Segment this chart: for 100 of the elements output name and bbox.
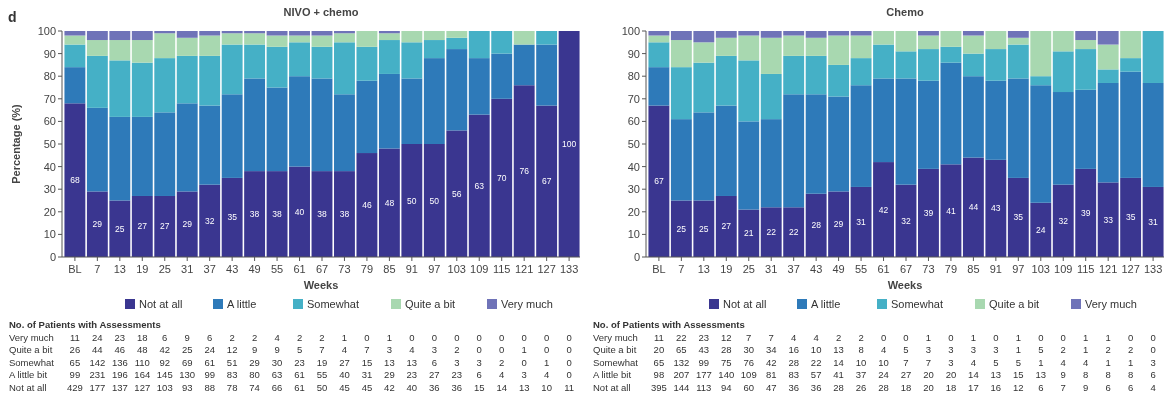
bar (558, 31, 580, 257)
data-label: 44 (968, 202, 979, 213)
data-label: 29 (182, 219, 193, 230)
x-tick-label: 61 (877, 263, 890, 275)
data-label: 38 (317, 209, 327, 220)
x-tick-label: 127 (537, 263, 556, 275)
x-tick-label: 31 (765, 263, 778, 275)
x-tick-label: 37 (203, 263, 216, 275)
data-label: 35 (1013, 212, 1024, 223)
x-tick-label: 43 (810, 263, 823, 275)
data-label: 32 (204, 215, 215, 226)
bar (311, 31, 333, 36)
x-tick-label: 91 (989, 263, 1002, 275)
bar (64, 31, 86, 36)
text: Quite a bit 20 65 43 28 30 34 16 10 13 8 4 5 3 3 3 3 1 5 2 1 2 2 0 (593, 344, 1156, 356)
bar (648, 105, 670, 257)
text: Not at all 429 177 137 127 103 93 88 78 74 66 61 50 45 45 42 40 36 36 15 14 13 10 11 (9, 381, 575, 393)
bar (895, 51, 917, 79)
x-tick-label: 19 (136, 263, 149, 275)
text: A little bit 99 231 196 164 145 130 99 83 80 63 61 55 40 31 29 23 27 23 6 4 3 4 0 (9, 369, 572, 381)
bar (648, 42, 670, 68)
x-tick-label: BL (652, 263, 666, 275)
bar (1142, 186, 1164, 257)
y-tick-label: 60 (627, 115, 640, 128)
y-tick-label: 100 (621, 25, 640, 37)
x-tick-label: 109 (1054, 263, 1073, 275)
data-label: 27 (721, 221, 732, 232)
data-label: 27 (137, 221, 148, 232)
bar (895, 31, 917, 52)
chart-title: Chemo (886, 6, 924, 18)
text: No. of Patients with Assessments (593, 319, 745, 330)
y-tick-label: 80 (627, 70, 640, 83)
bar (648, 67, 670, 106)
data-label: 68 (70, 175, 80, 186)
x-tick-label: 73 (338, 263, 351, 275)
x-tick-label: 85 (383, 263, 396, 275)
bar (648, 31, 670, 36)
x-tick-label: 67 (315, 263, 329, 275)
data-label: 33 (1103, 214, 1114, 225)
x-tick-label: 7 (678, 263, 685, 275)
chart-title: NIVO + chemo (283, 6, 359, 18)
y-tick-label: 40 (43, 160, 56, 173)
y-tick-label: 0 (633, 251, 640, 263)
x-tick-label: 7 (94, 263, 101, 275)
legend-label: Very much (1085, 298, 1137, 310)
x-tick-label: 67 (899, 263, 913, 275)
bar (64, 103, 86, 257)
bar (64, 35, 86, 45)
x-tick-label: 73 (922, 263, 935, 275)
bar (1142, 31, 1164, 83)
text: Somewhat 65 132 99 75 76 42 28 22 14 10 10 7 7 3 4 5 5 1 4 4 1 1 3 (593, 356, 1156, 368)
y-tick-label: 10 (43, 228, 56, 241)
y-tick-label: 50 (43, 138, 56, 150)
data-label: 24 (1036, 224, 1046, 235)
data-label: 43 (991, 203, 1001, 214)
y-tick-label: 30 (627, 183, 640, 196)
bar (64, 44, 86, 68)
y-tick-label: 40 (627, 160, 640, 173)
y-tick-label: 50 (627, 138, 640, 150)
y-tick-label: 30 (43, 183, 56, 196)
x-tick-label: 55 (270, 263, 284, 275)
bar (64, 67, 86, 104)
data-label: 100 (562, 139, 577, 149)
bar (918, 31, 939, 36)
bar (850, 31, 872, 36)
legend-label: Very much (501, 298, 553, 310)
data-label: 56 (452, 188, 462, 199)
x-axis-title: Weeks (887, 279, 923, 291)
text: Not at all 395 144 113 94 60 47 36 36 28 26 28 18 20 18 17 16 12 6 7 9 6 6 4 (593, 381, 1156, 393)
data-label: 48 (384, 197, 395, 208)
bar (536, 31, 558, 45)
bar (1075, 31, 1097, 41)
legend-label: Quite a bit (405, 298, 456, 310)
x-tick-label: 61 (293, 263, 306, 275)
data-label: 46 (362, 200, 372, 211)
data-label: 67 (541, 176, 552, 187)
data-label: 22 (788, 227, 799, 238)
x-tick-label: 91 (405, 263, 418, 275)
bar (311, 35, 333, 47)
data-label: 28 (811, 220, 822, 231)
y-tick-label: 100 (37, 25, 56, 37)
data-label: 31 (856, 216, 867, 227)
data-label: 39 (923, 207, 934, 218)
x-tick-label: 43 (226, 263, 239, 275)
y-tick-label: 0 (49, 251, 56, 263)
data-label: 40 (294, 206, 305, 217)
legend-label: Not at all (723, 298, 767, 310)
x-tick-label: 13 (697, 263, 710, 275)
data-label: 25 (699, 223, 709, 234)
x-tick-label: 133 (559, 263, 579, 275)
x-tick-label: 49 (248, 263, 261, 275)
x-tick-label: 115 (1076, 263, 1095, 275)
text: A little bit 98 207 177 140 109 81 83 57 41 37 24 27 20 20 14 13 15 13 9 8 8 8 6 (593, 369, 1156, 381)
y-axis-title: Percentage (%) (10, 103, 22, 184)
x-tick-label: 127 (1121, 263, 1140, 275)
x-tick-label: 49 (832, 263, 845, 275)
y-tick-label: 20 (627, 205, 640, 218)
data-label: 76 (519, 166, 530, 177)
x-axis-title: Weeks (303, 279, 339, 291)
x-tick-label: 25 (742, 263, 755, 275)
